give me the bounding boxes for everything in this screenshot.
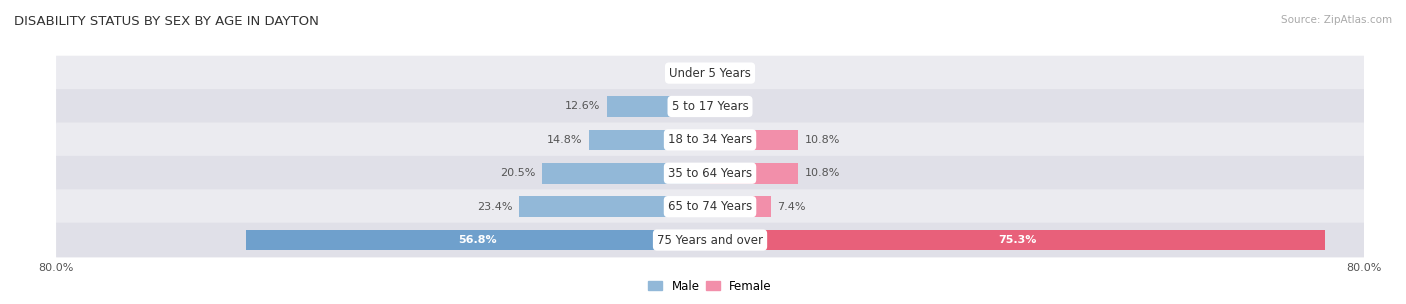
Text: 20.5%: 20.5% — [501, 168, 536, 178]
Text: 5 to 17 Years: 5 to 17 Years — [672, 100, 748, 113]
FancyBboxPatch shape — [56, 123, 1364, 157]
Bar — [710, 196, 770, 217]
Text: 35 to 64 Years: 35 to 64 Years — [668, 167, 752, 180]
Legend: Male, Female: Male, Female — [644, 275, 776, 297]
Text: 7.4%: 7.4% — [778, 202, 806, 212]
Bar — [607, 96, 710, 117]
Text: DISABILITY STATUS BY SEX BY AGE IN DAYTON: DISABILITY STATUS BY SEX BY AGE IN DAYTO… — [14, 15, 319, 28]
FancyBboxPatch shape — [56, 223, 1364, 257]
Bar — [710, 230, 1326, 250]
Text: 75.3%: 75.3% — [998, 235, 1036, 245]
Text: 14.8%: 14.8% — [547, 135, 582, 145]
Text: 0.0%: 0.0% — [669, 68, 697, 78]
Text: Source: ZipAtlas.com: Source: ZipAtlas.com — [1281, 15, 1392, 25]
Text: 56.8%: 56.8% — [458, 235, 498, 245]
Text: 10.8%: 10.8% — [804, 135, 841, 145]
Text: 18 to 34 Years: 18 to 34 Years — [668, 133, 752, 146]
Text: 10.8%: 10.8% — [804, 168, 841, 178]
Bar — [710, 130, 799, 150]
Bar — [589, 130, 710, 150]
Text: Under 5 Years: Under 5 Years — [669, 67, 751, 80]
Text: 0.0%: 0.0% — [723, 68, 751, 78]
Bar — [246, 230, 710, 250]
Bar — [519, 196, 710, 217]
FancyBboxPatch shape — [56, 56, 1364, 91]
Text: 65 to 74 Years: 65 to 74 Years — [668, 200, 752, 213]
FancyBboxPatch shape — [56, 156, 1364, 191]
Text: 0.0%: 0.0% — [723, 102, 751, 112]
Bar — [543, 163, 710, 184]
Text: 23.4%: 23.4% — [477, 202, 512, 212]
FancyBboxPatch shape — [56, 89, 1364, 124]
Bar — [710, 163, 799, 184]
Text: 12.6%: 12.6% — [565, 102, 600, 112]
FancyBboxPatch shape — [56, 189, 1364, 224]
Text: 75 Years and over: 75 Years and over — [657, 233, 763, 247]
